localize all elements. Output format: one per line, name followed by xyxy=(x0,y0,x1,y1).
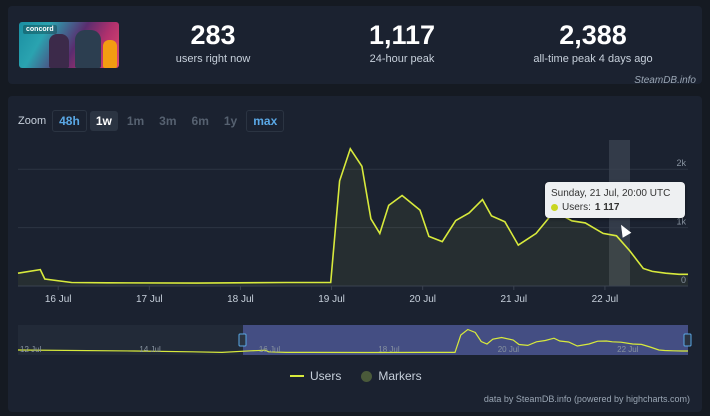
navigator-tick-label: 20 Jul xyxy=(498,345,520,354)
zoom-1m-button[interactable]: 1m xyxy=(126,114,145,128)
navigator-handle-right[interactable] xyxy=(683,333,692,347)
chart-panel: Zoom 48h 1w 1m 3m 6m 1y max 16 Jul 17 Jul… xyxy=(8,96,702,412)
navigator-tick-label: 18 Jul xyxy=(378,345,400,354)
chart-credit: data by SteamDB.info (powered by highcha… xyxy=(483,394,690,404)
game-thumbnail[interactable]: concord xyxy=(19,22,119,68)
zoom-48h-button[interactable]: 48h xyxy=(52,110,87,132)
x-tick-label: 21 Jul xyxy=(500,294,527,305)
users-line xyxy=(17,146,688,284)
stat-all-time-peak: 2,388 all-time peak 4 days ago xyxy=(513,20,673,65)
navigator[interactable]: 12 Jul 14 Jul 16 Jul 18 Jul 20 Jul 22 Jul xyxy=(17,325,692,355)
players-chart[interactable]: 16 Jul 17 Jul 18 Jul 19 Jul 20 Jul 21 Jul 22 J… xyxy=(8,96,702,412)
navigator-handle-left[interactable] xyxy=(238,333,247,347)
tooltip-swatch xyxy=(551,204,558,211)
stat-value: 2,388 xyxy=(559,20,627,50)
zoom-max-button[interactable]: max xyxy=(246,110,285,132)
y-tick-label: 1k xyxy=(676,217,686,227)
stat-label: all-time peak 4 days ago xyxy=(533,53,653,65)
chart-legend: Users Markers xyxy=(290,369,422,383)
zoom-1w-button[interactable]: 1w xyxy=(89,111,118,131)
zoom-6m-button[interactable]: 6m xyxy=(191,114,209,128)
navigator-tick-label: 12 Jul xyxy=(20,345,42,354)
zoom-1y-button[interactable]: 1y xyxy=(223,114,238,128)
stat-24h-peak: 1,117 24-hour peak xyxy=(322,20,482,65)
stat-label: users right now xyxy=(175,53,251,65)
y-tick-label: 2k xyxy=(676,158,686,168)
navigator-selection[interactable] xyxy=(243,325,688,355)
navigator-tick-label: 22 Jul xyxy=(617,345,639,354)
legend-users[interactable]: Users xyxy=(290,369,341,383)
stat-value: 1,117 xyxy=(368,20,436,50)
y-tick-label: 0 xyxy=(681,275,686,285)
x-tick-label: 19 Jul xyxy=(318,294,345,305)
tooltip-series: Users: xyxy=(562,202,591,213)
x-tick-label: 22 Jul xyxy=(592,294,619,305)
x-tick-label: 16 Jul xyxy=(45,294,72,305)
users-area xyxy=(18,148,688,286)
chart-tooltip: Sunday, 21 Jul, 20:00 UTC Users: 1 117 xyxy=(545,182,685,218)
stat-current-users: 283 users right now xyxy=(133,20,293,65)
navigator-line xyxy=(17,328,688,354)
y-axis: 0 1k 2k xyxy=(676,158,686,285)
stat-value: 283 xyxy=(190,20,236,50)
zoom-controls: Zoom 48h 1w 1m 3m 6m 1y max xyxy=(18,110,285,132)
zoom-3m-button[interactable]: 3m xyxy=(159,114,177,128)
x-tick-label: 18 Jul xyxy=(227,294,254,305)
legend-markers[interactable]: Markers xyxy=(361,369,422,383)
x-tick-label: 17 Jul xyxy=(136,294,163,305)
tooltip-time: Sunday, 21 Jul, 20:00 UTC xyxy=(551,188,671,199)
zoom-label: Zoom xyxy=(18,115,47,127)
tooltip-value: 1 117 xyxy=(594,202,620,213)
stat-label: 24-hour peak xyxy=(369,53,435,65)
game-logo: concord xyxy=(23,25,57,34)
stats-bar: concord 283 users right now 1,117 24-hou… xyxy=(8,6,702,86)
x-axis: 16 Jul 17 Jul 18 Jul 19 Jul 20 Jul 21 Jul 22 J… xyxy=(18,285,688,305)
x-tick-label: 20 Jul xyxy=(409,294,436,305)
navigator-tick-label: 14 Jul xyxy=(139,345,161,354)
navigator-tick-label: 16 Jul xyxy=(259,345,281,354)
brand-label: SteamDB.info xyxy=(634,75,696,86)
navigator-ticks: 12 Jul 14 Jul 16 Jul 18 Jul 20 Jul 22 Jul xyxy=(20,345,639,354)
